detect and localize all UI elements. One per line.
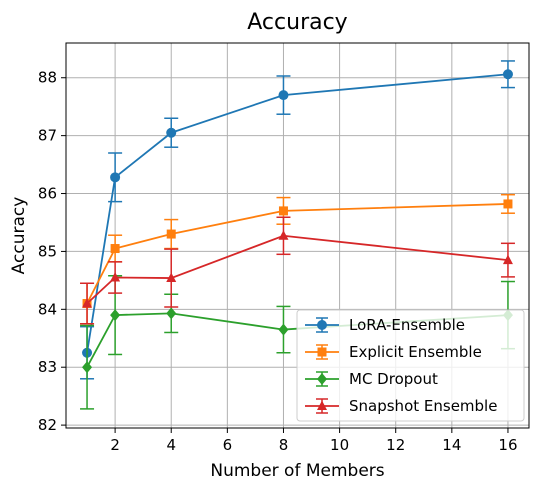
data-point xyxy=(110,244,120,254)
plot-frame xyxy=(65,42,530,429)
legend-label: Explicit Ensemble xyxy=(349,343,482,361)
legend-marker xyxy=(317,373,327,385)
y-axis-title: Accuracy xyxy=(9,197,29,275)
legend-marker xyxy=(317,347,327,357)
y-tick-label: 88 xyxy=(38,69,57,87)
legend-item-snapshot-ensemble: Snapshot Ensemble xyxy=(305,397,497,415)
x-tick-label: 16 xyxy=(498,436,517,454)
data-point xyxy=(166,229,176,239)
x-tick-label: 6 xyxy=(223,436,233,454)
data-point xyxy=(110,271,121,282)
x-tick-label: 4 xyxy=(166,436,176,454)
legend: LoRA-Ensemble Explicit Ensemble MC Dropout… xyxy=(296,309,525,422)
x-tick-label: 12 xyxy=(386,436,405,454)
data-point xyxy=(166,272,177,283)
legend-label: LoRA-Ensemble xyxy=(349,316,465,334)
data-point xyxy=(278,323,289,336)
data-point xyxy=(278,206,288,216)
legend-box xyxy=(296,309,525,422)
x-tick-label: 14 xyxy=(442,436,461,454)
y-tick-label: 87 xyxy=(38,127,57,145)
legend-item-explicit-ensemble: Explicit Ensemble xyxy=(305,343,482,361)
x-axis-title: Number of Members xyxy=(210,461,384,481)
data-point xyxy=(166,127,177,138)
legend-marker xyxy=(317,400,327,410)
data-point xyxy=(110,172,121,183)
y-tick-label: 84 xyxy=(38,300,57,318)
chart-title: Accuracy xyxy=(247,10,347,35)
legend-marker xyxy=(317,320,327,330)
legend-item-mc-dropout: MC Dropout xyxy=(305,370,438,388)
legend-item-lora-ensemble: LoRA-Ensemble xyxy=(305,316,465,334)
data-point xyxy=(278,230,289,240)
x-tick-label: 2 xyxy=(110,436,120,454)
data-point xyxy=(502,254,513,265)
y-tick-label: 86 xyxy=(38,185,57,203)
data-point xyxy=(503,199,513,209)
x-tick-label: 10 xyxy=(330,436,349,454)
y-tick-label: 85 xyxy=(38,242,57,260)
data-point xyxy=(166,307,177,320)
x-tick-label: 8 xyxy=(279,436,289,454)
series-lora-ensemble xyxy=(80,60,515,380)
series-snapshot-ensemble xyxy=(80,216,515,325)
data-point xyxy=(502,69,513,80)
y-tick-label: 82 xyxy=(38,416,57,434)
data-point xyxy=(110,309,121,322)
data-point xyxy=(82,298,93,308)
y-tick-label: 83 xyxy=(38,358,57,376)
data-point xyxy=(82,361,93,374)
tick-layer: 2 4 6 8 10 12 14 16 82 83 84 85 86 87 88 xyxy=(38,69,518,454)
data-point xyxy=(278,90,289,101)
legend-label: Snapshot Ensemble xyxy=(349,397,497,415)
legend-label: MC Dropout xyxy=(349,370,438,388)
